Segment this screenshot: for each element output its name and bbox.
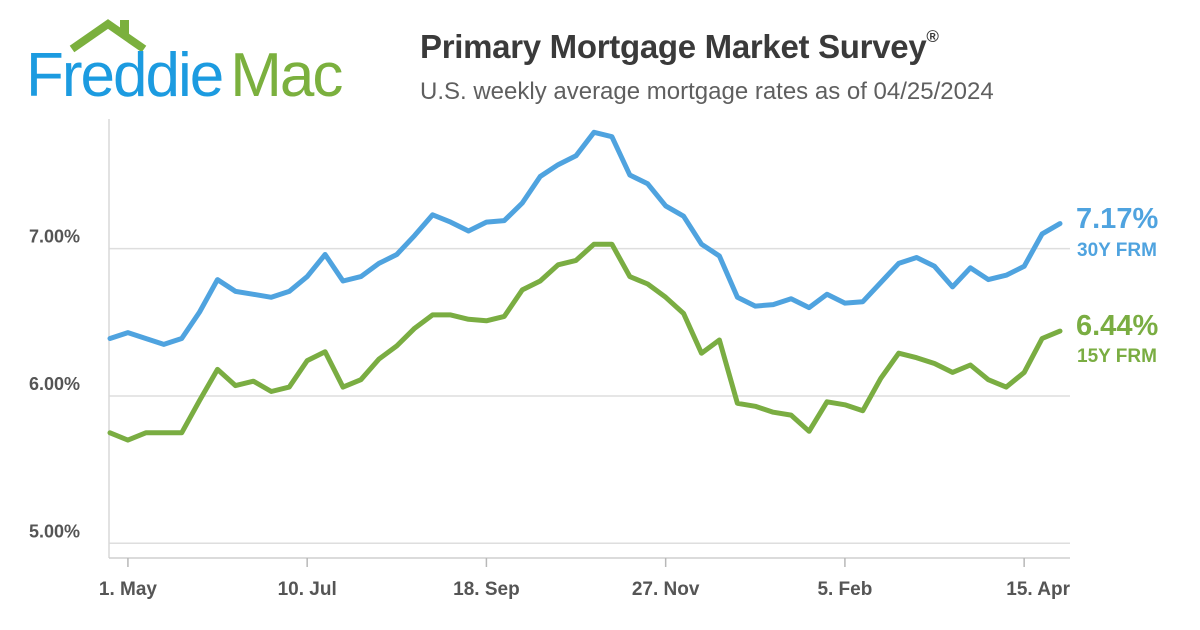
x-tick-label: 15. Apr [1006, 579, 1070, 600]
x-tick-label: 1. May [99, 579, 158, 600]
x-axis: 1. May 10. Jul 18. Sep 27. Nov 5. Feb 15. Apr [99, 558, 1071, 600]
house-roof-icon [69, 19, 147, 53]
y-tick-label: 5.00% [29, 521, 80, 541]
series-name-30y-frm: 30Y FRM [1077, 240, 1157, 261]
y-tick-label: 6.00% [29, 374, 80, 394]
chart-subtitle: U.S. weekly average mortgage rates as of… [420, 78, 994, 105]
x-tick-label: 27. Nov [632, 579, 700, 600]
logo-text-freddie: Freddie [26, 41, 222, 106]
freddie-mac-logo: Freddie Mac [26, 19, 344, 106]
y-tick-label: 7.00% [29, 227, 80, 247]
chart-title: Primary Mortgage Market Survey® [420, 27, 939, 66]
x-tick-label: 5. Feb [817, 579, 872, 600]
house-chimney-icon [120, 20, 129, 36]
chart-title-text: Primary Mortgage Market Survey [420, 28, 927, 65]
end-value-30y-frm: 7.17% [1076, 203, 1158, 235]
plot-area [109, 119, 1070, 558]
series [107, 129, 1063, 443]
x-tick-label: 10. Jul [278, 579, 337, 600]
end-labels: 7.17% 30Y FRM 6.44% 15Y FRM [1076, 203, 1158, 367]
y-axis: 5.00% 6.00% 7.00% [29, 227, 80, 542]
series-line-30y-frm [107, 129, 1063, 347]
end-value-15y-frm: 6.44% [1076, 310, 1158, 342]
registered-mark: ® [926, 27, 939, 46]
logo-text-mac: Mac [230, 41, 342, 106]
series-name-15y-frm: 15Y FRM [1077, 346, 1157, 367]
x-tick-label: 18. Sep [453, 579, 520, 600]
series-line-15y-frm [107, 241, 1063, 443]
